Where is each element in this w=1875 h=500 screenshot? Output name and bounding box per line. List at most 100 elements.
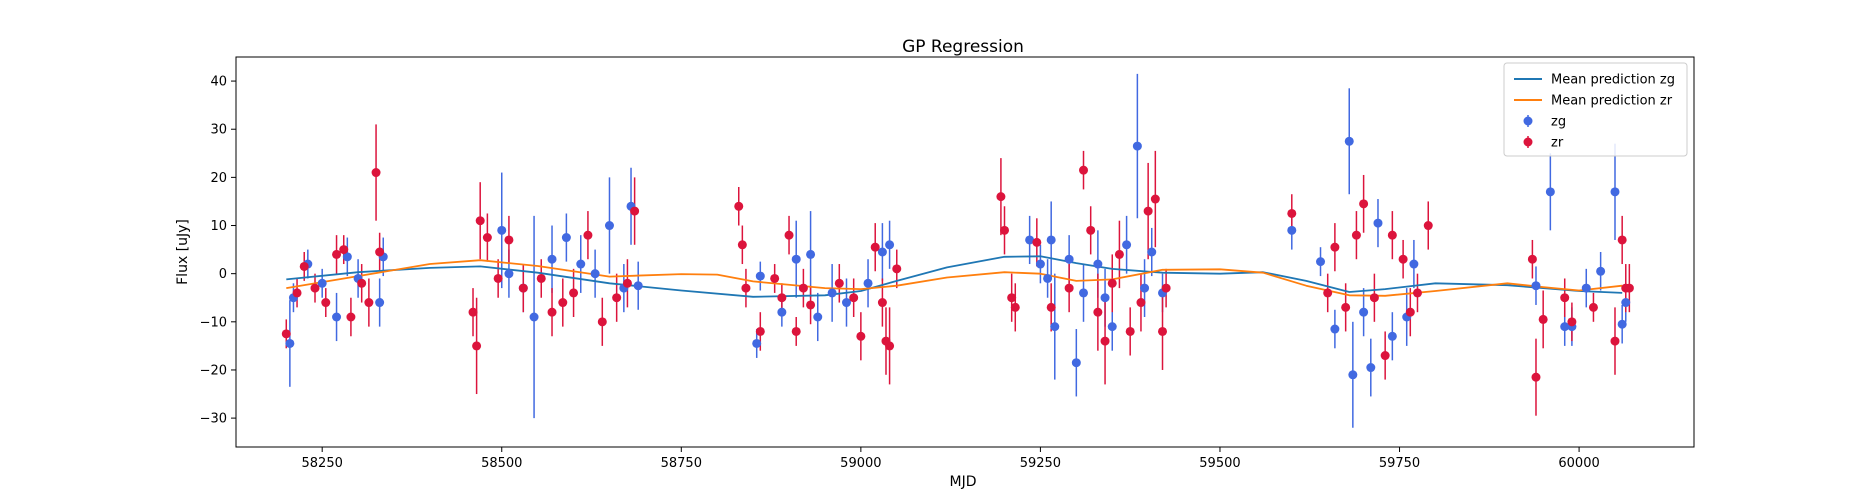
zg-point xyxy=(1093,259,1103,269)
zr-point xyxy=(737,240,747,250)
zr-point xyxy=(547,307,557,317)
zg-point xyxy=(342,252,352,262)
zr-point xyxy=(1161,283,1171,293)
zr-point xyxy=(1136,298,1146,308)
x-tick-label: 58250 xyxy=(302,456,343,471)
zg-point xyxy=(877,247,887,257)
zr-point xyxy=(468,307,478,317)
zr-point xyxy=(1100,336,1110,346)
legend-swatch xyxy=(1523,116,1533,126)
zg-point xyxy=(1348,370,1358,380)
x-axis: 58250 58500 58750 59000 59250 59500 59750 60000 xyxy=(302,447,1600,471)
zg-point xyxy=(1107,322,1117,332)
zg-point xyxy=(504,269,514,279)
x-tick-label: 58750 xyxy=(661,456,702,471)
zr-point xyxy=(784,230,794,240)
legend-label: Mean prediction zr xyxy=(1551,94,1673,109)
x-tick-label: 59500 xyxy=(1199,456,1240,471)
zr-point xyxy=(1398,254,1408,264)
zr-point xyxy=(375,247,385,257)
zr-point xyxy=(1412,288,1422,298)
zr-point xyxy=(1125,326,1135,336)
x-axis-label: MJD xyxy=(950,474,977,490)
zr-point xyxy=(1351,230,1361,240)
zr-point xyxy=(558,298,568,308)
zr-point xyxy=(583,230,593,240)
chart-title: GP Regression xyxy=(902,37,1024,57)
zr-point xyxy=(1150,194,1160,204)
zg-point xyxy=(1316,257,1326,267)
zr-point xyxy=(472,341,482,351)
zr-point xyxy=(770,273,780,283)
zg-point xyxy=(1046,235,1056,245)
zg-point xyxy=(1344,136,1354,146)
zr-point xyxy=(798,283,808,293)
zr-point xyxy=(482,233,492,243)
zg-point xyxy=(1373,218,1383,228)
zg-point xyxy=(1621,298,1631,308)
zg-point xyxy=(561,233,571,243)
zg-point xyxy=(1531,281,1541,291)
zr-point xyxy=(364,298,374,308)
legend-label: zr xyxy=(1551,136,1564,151)
plot-frame xyxy=(235,56,1695,448)
y-tick-label: −30 xyxy=(200,412,227,427)
zr-point xyxy=(1610,336,1620,346)
x-tick-label: 60000 xyxy=(1558,456,1599,471)
x-tick-label: 59750 xyxy=(1379,456,1420,471)
x-tick-label: 58500 xyxy=(481,456,522,471)
zg-point xyxy=(752,338,762,348)
y-axis: −30 −20 −10 0 10 20 30 40 xyxy=(200,75,236,427)
zg-point xyxy=(285,338,295,348)
zr-point xyxy=(892,264,902,274)
legend-swatch xyxy=(1523,137,1533,147)
zr-point xyxy=(1560,293,1570,303)
zr-point xyxy=(299,261,309,271)
zg-point xyxy=(1610,187,1620,197)
zr-point xyxy=(877,298,887,308)
zr-point xyxy=(1086,225,1096,235)
zg-point xyxy=(1071,358,1081,368)
zr-point xyxy=(806,300,816,310)
zg-point xyxy=(1043,273,1053,283)
zg-point xyxy=(633,281,643,291)
y-axis-label: Flux [uJy] xyxy=(175,219,191,285)
zr-point xyxy=(734,201,744,211)
zg-point xyxy=(777,307,787,317)
zg-point xyxy=(1100,293,1110,303)
zg-point xyxy=(755,271,765,281)
zr-point xyxy=(1000,225,1010,235)
zg-point xyxy=(604,221,614,231)
zr-point xyxy=(1423,221,1433,231)
zr-point xyxy=(1093,307,1103,317)
zr-point xyxy=(1531,372,1541,382)
zg-point xyxy=(841,298,851,308)
zr-point xyxy=(885,341,895,351)
zr-point xyxy=(339,245,349,255)
zg-point xyxy=(885,240,895,250)
zr-point xyxy=(1007,293,1017,303)
zg-point xyxy=(1025,235,1035,245)
zr-point xyxy=(371,168,381,178)
zg-point xyxy=(1366,363,1376,373)
y-tick-label: −20 xyxy=(200,363,227,378)
zg-point xyxy=(547,254,557,264)
zr-point xyxy=(741,283,751,293)
zr-point xyxy=(1369,293,1379,303)
zr-point xyxy=(281,329,291,339)
zr-point xyxy=(346,312,356,322)
zr-point xyxy=(856,331,866,341)
zg-point xyxy=(1287,225,1297,235)
zr-point xyxy=(493,273,503,283)
zr-point xyxy=(791,326,801,336)
zr-point xyxy=(569,288,579,298)
zr-point xyxy=(357,278,367,288)
zg-point xyxy=(529,312,539,322)
zr-point xyxy=(849,293,859,303)
zr-point xyxy=(1387,230,1397,240)
y-tick-label: 30 xyxy=(210,123,227,138)
zr-point xyxy=(1010,302,1020,312)
zg-point xyxy=(1132,141,1142,151)
zg-point xyxy=(590,269,600,279)
legend: Mean prediction zg Mean prediction zr zg zr xyxy=(1503,62,1688,157)
